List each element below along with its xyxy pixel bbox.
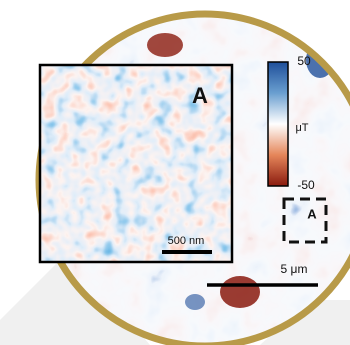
- colorbar-min: -50: [297, 178, 315, 192]
- region-label: A: [307, 206, 317, 221]
- colorbar-max: 50: [297, 54, 311, 68]
- inset-scale-text: 500 nm: [168, 235, 205, 247]
- figure: A 500 nm 50 μT -50 A 5 μm: [0, 0, 350, 345]
- inset: A 500 nm: [40, 65, 232, 262]
- scale-text: 5 μm: [281, 262, 308, 276]
- colorbar-unit: μT: [295, 122, 308, 134]
- inset-label: A: [192, 83, 208, 108]
